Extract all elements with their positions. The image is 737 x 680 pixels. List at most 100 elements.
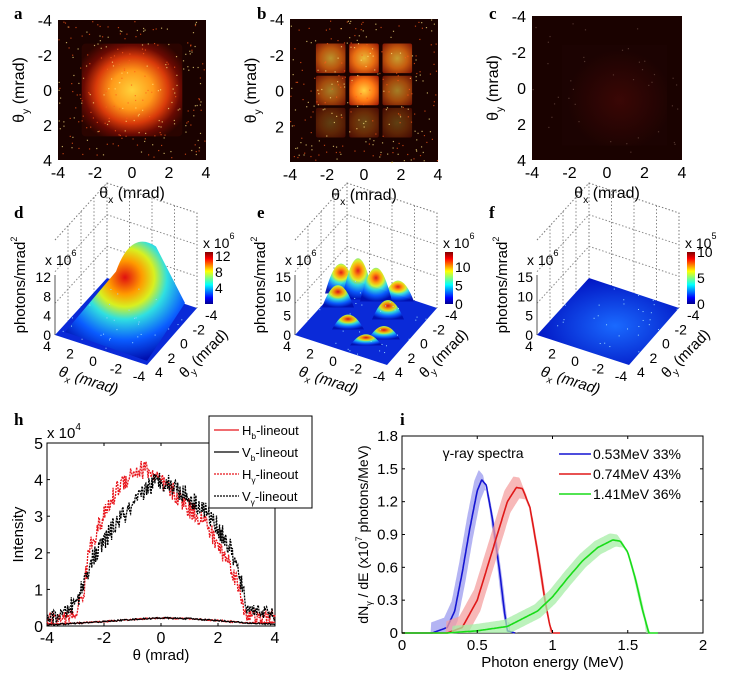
colorbar-tick-label: 12 bbox=[215, 248, 231, 264]
noise-speck bbox=[159, 132, 161, 134]
noise-speck bbox=[392, 147, 394, 149]
noise-speck bbox=[407, 116, 409, 118]
noise-speck bbox=[157, 67, 159, 69]
noise-speck bbox=[336, 115, 338, 118]
noise-speck bbox=[369, 52, 371, 55]
noise-speck bbox=[194, 144, 196, 146]
noise-speck bbox=[419, 154, 422, 157]
noise-speck bbox=[367, 55, 369, 58]
noise-speck bbox=[119, 82, 121, 84]
y-tick-label: 4 bbox=[43, 153, 52, 170]
x-tick-label: 0 bbox=[128, 165, 137, 182]
noise-speck bbox=[415, 59, 417, 61]
noise-speck bbox=[167, 107, 170, 110]
x-tick-label: 2 bbox=[397, 167, 406, 184]
noise-speck bbox=[78, 82, 80, 85]
noise-speck bbox=[127, 62, 129, 64]
noise-speck bbox=[329, 28, 331, 30]
surface-speck bbox=[138, 323, 140, 325]
noise-speck bbox=[198, 147, 201, 149]
surface-speck bbox=[642, 311, 644, 313]
noise-speck bbox=[290, 25, 292, 27]
noise-speck bbox=[187, 121, 189, 123]
surface-speck bbox=[349, 350, 351, 352]
noise-speck bbox=[648, 84, 650, 87]
z-tick-label: 15 bbox=[275, 269, 291, 285]
z-tick-label: 10 bbox=[275, 288, 291, 304]
noise-speck bbox=[426, 141, 428, 144]
noise-speck bbox=[151, 91, 153, 93]
surface-speck bbox=[361, 304, 363, 306]
y-tick-label: 0 bbox=[180, 336, 188, 352]
noise-speck bbox=[310, 132, 312, 134]
noise-speck bbox=[651, 81, 653, 83]
surface-speck bbox=[135, 317, 137, 319]
surface-speck bbox=[652, 299, 654, 301]
noise-speck bbox=[144, 75, 146, 77]
noise-speck bbox=[360, 23, 363, 25]
noise-speck bbox=[333, 121, 335, 124]
noise-speck bbox=[330, 38, 332, 40]
surface-speck bbox=[623, 299, 625, 301]
noise-speck bbox=[399, 122, 401, 124]
noise-speck bbox=[397, 79, 399, 82]
y-tick-label: 0 bbox=[43, 83, 52, 100]
y-tick-label: -2 bbox=[38, 48, 52, 65]
noise-speck bbox=[346, 42, 348, 44]
noise-speck bbox=[199, 77, 202, 79]
noise-speck bbox=[119, 108, 121, 110]
noise-speck bbox=[158, 149, 160, 152]
noise-speck bbox=[194, 23, 197, 25]
noise-speck bbox=[362, 103, 365, 106]
noise-speck bbox=[435, 70, 438, 72]
noise-speck bbox=[386, 107, 389, 109]
noise-speck bbox=[198, 99, 201, 101]
noise-speck bbox=[127, 102, 129, 104]
z-multiplier: x 106 bbox=[285, 248, 316, 268]
surface-speck bbox=[349, 313, 351, 315]
series-line-1.41MeV 36% bbox=[402, 539, 658, 634]
noise-speck bbox=[191, 49, 193, 51]
panel-label-d: d bbox=[14, 203, 24, 222]
colorbar-tick-label: 0 bbox=[697, 296, 705, 312]
noise-speck bbox=[407, 55, 409, 57]
noise-speck bbox=[121, 72, 123, 74]
legend bbox=[208, 415, 313, 509]
noise-speck bbox=[638, 61, 641, 63]
noise-speck bbox=[97, 24, 99, 26]
noise-speck bbox=[337, 81, 339, 83]
noise-speck bbox=[183, 68, 185, 70]
noise-speck bbox=[672, 77, 674, 79]
noise-speck bbox=[290, 120, 292, 123]
noise-speck bbox=[428, 118, 430, 120]
noise-speck bbox=[568, 97, 570, 99]
noise-speck bbox=[423, 160, 425, 162]
noise-speck bbox=[306, 106, 308, 108]
noise-speck bbox=[402, 106, 404, 109]
colorbar-tick-label: 4 bbox=[215, 280, 223, 296]
noise-speck bbox=[122, 107, 124, 110]
noise-speck bbox=[62, 153, 64, 155]
y-tick-label: -2 bbox=[675, 321, 688, 337]
y-tick-label: 1.2 bbox=[377, 494, 398, 511]
noise-speck bbox=[300, 61, 302, 64]
y-tick-label: 0.9 bbox=[377, 527, 398, 544]
noise-speck bbox=[433, 23, 435, 25]
noise-speck bbox=[168, 43, 170, 46]
y-axis-label: θy (mrad) bbox=[11, 57, 32, 123]
z-multiplier: x 106 bbox=[527, 248, 558, 268]
x-axis-label: θx (mrad) bbox=[99, 185, 165, 206]
x-tick-label: 0 bbox=[603, 165, 612, 182]
x-tick-label: 0 bbox=[398, 637, 406, 654]
x-tick-label: 4 bbox=[434, 167, 443, 184]
noise-speck bbox=[329, 97, 332, 99]
noise-speck bbox=[69, 117, 71, 120]
noise-speck bbox=[166, 61, 168, 63]
noise-speck bbox=[323, 144, 326, 146]
noise-speck bbox=[99, 25, 101, 28]
noise-speck bbox=[431, 30, 433, 32]
legend-label: 0.53MeV 33% bbox=[593, 446, 681, 462]
surface-speck bbox=[557, 325, 559, 327]
x-tick-label: 4 bbox=[525, 338, 533, 354]
noise-speck bbox=[398, 142, 400, 145]
